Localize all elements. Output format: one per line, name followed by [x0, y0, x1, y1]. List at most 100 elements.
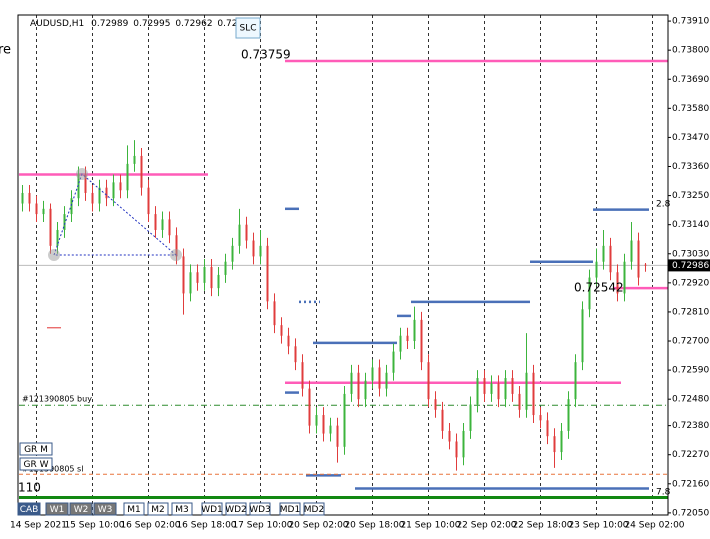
candle-body — [329, 425, 332, 434]
button-label[interactable]: WD1 — [201, 505, 223, 515]
candle-body — [42, 208, 45, 215]
candle-body — [490, 383, 493, 394]
y-tick-label: 0.73470 — [672, 133, 709, 143]
y-tick-label: 0.73690 — [672, 75, 709, 85]
price-tag-label: 0.72986 — [672, 261, 709, 271]
button-label[interactable]: M1 — [127, 505, 141, 515]
button-label[interactable]: CAB — [20, 505, 39, 515]
button[interactable] — [69, 502, 93, 516]
candle-body — [455, 441, 458, 458]
candle-body — [553, 436, 556, 453]
button-label[interactable]: MD2 — [304, 505, 324, 515]
candle-body — [154, 214, 157, 230]
candle-body — [504, 378, 507, 400]
candle-body — [168, 219, 171, 236]
candle-body — [406, 335, 409, 342]
button-label[interactable]: WD2 — [225, 505, 247, 515]
x-tick-label: 22 Sep 18:00 — [512, 521, 572, 531]
button-label[interactable]: MD1 — [280, 505, 300, 515]
y-tick-label: 0.72810 — [672, 307, 709, 317]
button-label[interactable]: WD3 — [249, 505, 271, 515]
candle-body — [532, 372, 535, 416]
level-label: 0.72542 — [574, 281, 624, 295]
candle-body — [623, 261, 626, 294]
candle-body — [301, 362, 304, 389]
button[interactable] — [303, 502, 325, 516]
candle-body — [357, 372, 360, 400]
candle-body — [84, 174, 87, 193]
button[interactable] — [17, 502, 41, 516]
button-label[interactable]: GR M — [24, 445, 48, 455]
y-tick-label: 0.73030 — [672, 249, 709, 259]
candle-body — [595, 261, 598, 278]
x-tick-label: 17 Sep 10:00 — [232, 521, 292, 531]
candle-body — [259, 245, 262, 257]
x-tick-label: 20 Sep 02:00 — [288, 521, 348, 531]
candle-body — [70, 198, 73, 215]
y-tick-label: 0.72160 — [672, 479, 709, 489]
candle-body — [217, 274, 220, 289]
candle-body — [196, 272, 199, 283]
button-label[interactable]: M2 — [151, 505, 165, 515]
button-label[interactable]: M3 — [175, 505, 189, 515]
candle-body — [140, 155, 143, 188]
candle-body — [574, 362, 577, 400]
candle-body — [21, 192, 24, 204]
candle-body — [630, 240, 633, 262]
candle-body — [413, 319, 416, 342]
candle-body — [161, 219, 164, 230]
candle-body — [245, 224, 248, 241]
count-label: 110 — [18, 481, 41, 495]
candle-body — [511, 378, 514, 394]
candle-body — [378, 367, 381, 389]
button-label[interactable]: GR W — [24, 460, 49, 470]
candle-body — [28, 192, 31, 204]
button[interactable] — [171, 502, 193, 516]
x-tick-label: 22 Sep 02:00 — [456, 521, 516, 531]
button-label[interactable]: W3 — [98, 505, 113, 515]
x-tick-label: 15 Sep 10:00 — [64, 521, 124, 531]
button[interactable] — [93, 502, 117, 516]
candle-body — [462, 430, 465, 458]
candle-body — [105, 187, 108, 199]
candle-body — [539, 415, 542, 421]
candle-body — [63, 214, 66, 230]
candle-body — [616, 272, 619, 294]
candle-body — [371, 367, 374, 381]
level-label: 0.73759 — [241, 48, 291, 62]
button[interactable] — [279, 502, 301, 516]
candle-body — [637, 240, 640, 278]
candle-body — [602, 245, 605, 262]
candle-body — [399, 335, 402, 352]
slc-label[interactable]: SLC — [239, 24, 256, 34]
candle-body — [266, 245, 269, 302]
grid — [36, 15, 653, 515]
candle-body — [336, 425, 339, 447]
candle-body — [448, 430, 451, 442]
candle-body — [175, 235, 178, 257]
y-tick-label: 0.72920 — [672, 278, 709, 288]
button[interactable] — [123, 502, 145, 516]
button[interactable] — [19, 457, 53, 471]
open: 0.72989 — [91, 19, 128, 29]
ratio-label: 2.8 — [656, 200, 671, 210]
button[interactable] — [45, 502, 69, 516]
buttons: GR M GR W CAB W1 W2 W3 M1 M2 M3 WD1 WD2 WD3 MD1 MD2 — [17, 442, 325, 516]
button[interactable] — [19, 442, 53, 456]
button[interactable] — [225, 502, 247, 516]
candle-body — [231, 245, 234, 262]
candle-body — [280, 325, 283, 336]
slc-button[interactable] — [235, 17, 261, 39]
candle-body — [609, 245, 612, 273]
button[interactable] — [249, 502, 271, 516]
button-label[interactable]: W1 — [50, 505, 65, 515]
button[interactable] — [201, 502, 223, 516]
y-tick-label: 0.72700 — [672, 337, 709, 347]
y-tick-label: 0.73800 — [672, 46, 709, 56]
candle-body — [203, 266, 206, 283]
button[interactable] — [147, 502, 169, 516]
candle-body — [77, 174, 80, 199]
header: AUDUSD,H1 0.72989 0.72995 0.72962 0.7298… — [30, 19, 255, 29]
button-label[interactable]: W2 — [74, 505, 89, 515]
